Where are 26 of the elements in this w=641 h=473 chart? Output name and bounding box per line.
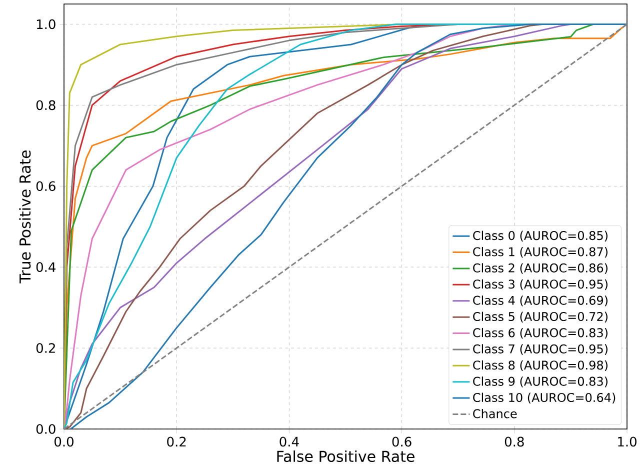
x-axis-title: False Positive Rate: [277, 450, 414, 462]
y-tick-label: 1.0: [36, 19, 56, 30]
legend-label: Class 5 (AUROC=0.72): [473, 312, 608, 322]
legend-label: Class 0 (AUROC=0.85): [473, 230, 608, 242]
x-tick-label: 1.0: [618, 436, 636, 447]
legend-label: Class 6 (AUROC=0.83): [473, 328, 608, 339]
y-tick-label: 0.4: [36, 262, 56, 272]
legend-label: Class 7 (AUROC=0.95): [473, 344, 608, 355]
y-tick-label: 0.0: [36, 424, 56, 434]
y-tick-label: 0.8: [36, 100, 56, 110]
y-tick-label: 0.6: [36, 181, 56, 192]
legend-label: Class 4 (AUROC=0.69): [473, 296, 608, 306]
x-tick-label: 0.0: [54, 436, 74, 447]
legend-label: Class 1 (AUROC=0.87): [473, 246, 608, 258]
legend-label: Chance: [473, 408, 517, 418]
legend-label: Class 2 (AUROC=0.86): [473, 263, 608, 274]
legend-label: Class 9 (AUROC=0.83): [473, 376, 608, 388]
y-tick-label: 0.2: [36, 343, 55, 353]
x-tick-label: 0.2: [167, 436, 186, 447]
x-tick-label: 0.4: [280, 436, 299, 447]
x-tick-label: 0.8: [504, 436, 524, 447]
y-axis-title: True Positive Rate: [19, 150, 31, 284]
legend-label: Class 10 (AUROC=0.64): [473, 392, 616, 404]
x-tick-label: 0.6: [392, 436, 412, 447]
legend-label: Class 8 (AUROC=0.98): [473, 360, 608, 372]
legend-label: Class 3 (AUROC=0.95): [473, 279, 608, 290]
